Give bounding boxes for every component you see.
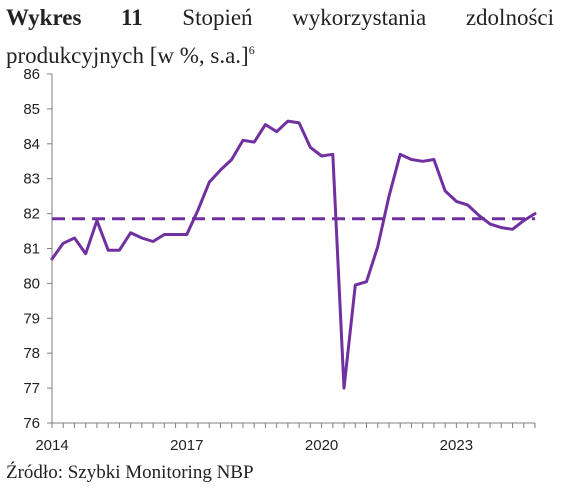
y-tick-label: 76	[23, 415, 40, 432]
x-tick-label: 2014	[35, 437, 68, 454]
x-tick-label: 2017	[170, 437, 203, 454]
y-tick-label: 85	[23, 101, 40, 118]
chart-title-line2: produkcyjnych [w %, s.a.]6	[6, 34, 255, 72]
chart-axes	[47, 73, 536, 428]
source-note: Źródło: Szybki Monitoring NBP	[6, 462, 254, 483]
y-tick-label: 84	[23, 136, 40, 153]
y-tick-label: 86	[23, 66, 40, 83]
x-tick-label: 2020	[305, 437, 338, 454]
chart-title: Wykres 11 Stopień wykorzystania zdolnośc…	[6, 2, 554, 34]
y-tick-label: 79	[23, 310, 40, 327]
y-tick-label: 81	[23, 241, 40, 258]
chart-series	[50, 119, 537, 390]
footnote-marker: 6	[248, 43, 255, 57]
y-tick-label: 82	[23, 206, 40, 223]
utilization-series-line	[50, 119, 537, 390]
y-tick-label: 80	[23, 275, 40, 292]
y-tick-label: 77	[23, 380, 40, 397]
y-tick-label: 78	[23, 345, 40, 362]
chart-title-prefix: Wykres 11	[6, 5, 143, 30]
chart-title-text: Stopień wykorzystania zdolności	[182, 5, 554, 30]
tick-labels: 76 77 78 79 80 81 82 83 84 85 86 2014 2017 2020 2023	[23, 66, 473, 454]
x-tick-label: 2023	[440, 437, 473, 454]
y-tick-label: 83	[23, 171, 40, 188]
chart-title-line2-text: produkcyjnych [w %, s.a.]	[6, 43, 249, 68]
